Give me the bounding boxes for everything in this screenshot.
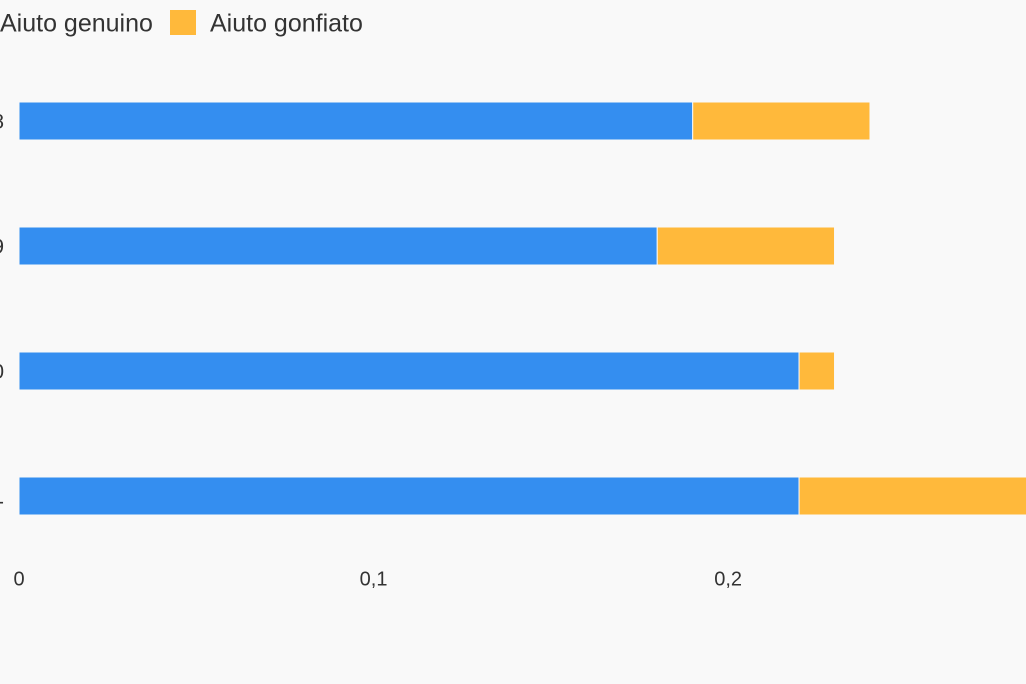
y-tick-label: 0 [0, 361, 4, 384]
legend-label: Aiuto genuino [0, 10, 153, 38]
bar-segment [692, 101, 871, 141]
legend-label: Aiuto gonfiato [210, 10, 363, 38]
x-tick-label: 0 [13, 568, 24, 590]
bar-segment [798, 476, 1026, 516]
bar-segment [18, 226, 658, 266]
bar-segment [18, 351, 800, 391]
legend-swatch [170, 10, 196, 35]
bar-segment [798, 351, 836, 391]
y-tick-label: 8 [0, 111, 4, 134]
bar-segment [18, 476, 800, 516]
y-tick-label: 1 [0, 486, 4, 509]
bar-segment [18, 101, 694, 141]
y-tick-label: 9 [0, 236, 4, 259]
bar-segment [656, 226, 836, 266]
x-tick-label: 0,2 [714, 568, 742, 590]
x-tick-label: 0,1 [360, 568, 388, 590]
